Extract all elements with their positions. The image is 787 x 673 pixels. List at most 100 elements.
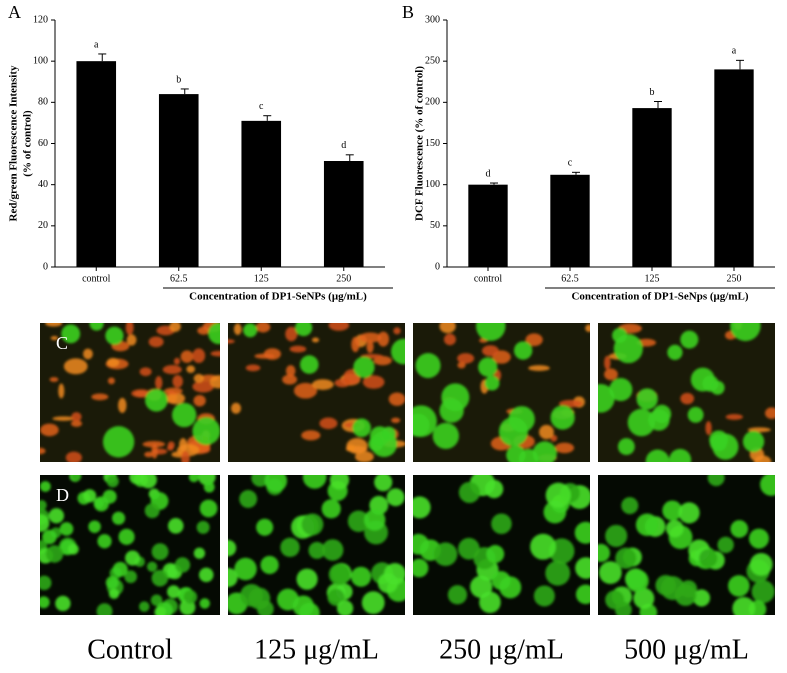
y-tick-label: 60 — [38, 138, 48, 149]
green-cell — [105, 576, 119, 590]
green-cell — [513, 341, 533, 360]
green-cell — [458, 481, 481, 504]
green-cell — [645, 449, 670, 462]
micrograph — [413, 475, 590, 615]
green-cell — [742, 430, 765, 453]
y-tick-label: 20 — [38, 220, 48, 231]
red-cell — [155, 376, 163, 390]
green-cell — [139, 601, 150, 612]
panel-label: B — [402, 2, 414, 22]
green-cell — [574, 521, 590, 544]
green-cell — [203, 481, 215, 493]
y-tick-label: 300 — [425, 14, 440, 25]
red-cell — [366, 340, 374, 354]
red-cell — [231, 402, 242, 414]
green-cell — [687, 406, 704, 423]
green-cell — [667, 344, 683, 360]
green-cell — [300, 355, 319, 374]
y-tick-label: 100 — [33, 55, 48, 66]
green-cell — [42, 529, 57, 545]
green-cell — [174, 557, 191, 573]
green-cell — [111, 511, 126, 525]
red-cell — [233, 323, 242, 335]
green-cell — [491, 513, 512, 535]
y-tick-label: 80 — [38, 97, 48, 108]
green-cell — [626, 569, 649, 593]
y-tick-label: 50 — [430, 220, 440, 231]
red-cell — [164, 387, 183, 395]
red-cell — [52, 416, 75, 421]
red-cell — [393, 327, 401, 335]
green-cell — [105, 326, 124, 345]
error-bar — [654, 101, 662, 109]
green-cell — [108, 588, 120, 599]
red-cell — [144, 451, 154, 458]
y-tick-label: 150 — [425, 138, 440, 149]
significance-letter: d — [486, 168, 491, 179]
x-axis-label: Concentration of DP1-SeNps (μg/mL) — [571, 291, 748, 303]
red-cell — [169, 323, 181, 332]
green-cell — [665, 519, 684, 538]
red-cell — [585, 324, 590, 333]
green-cell — [627, 408, 656, 437]
red-cell — [289, 345, 307, 353]
green-cell — [413, 558, 429, 578]
green-cell — [40, 500, 47, 511]
red-cell — [172, 374, 183, 388]
red-cell — [525, 333, 543, 347]
red-cell — [139, 367, 152, 377]
cells — [413, 323, 590, 462]
red-cell — [50, 335, 59, 341]
green-cell — [208, 323, 220, 345]
red-cell — [285, 365, 296, 377]
green-cell — [498, 416, 529, 447]
significance-letter: c — [568, 158, 573, 169]
green-cell — [749, 553, 773, 576]
significance-letter: a — [732, 46, 737, 57]
green-cell — [89, 323, 104, 331]
error-bar — [490, 182, 498, 185]
green-cell — [112, 561, 128, 577]
red-cell — [263, 348, 281, 360]
bar — [632, 108, 672, 267]
green-cell — [370, 430, 398, 458]
green-cell — [432, 422, 459, 449]
green-cell — [690, 367, 715, 392]
red-cell — [166, 445, 174, 451]
green-cell — [347, 510, 370, 533]
red-cell — [359, 332, 382, 343]
red-cell — [555, 442, 575, 454]
green-cell — [139, 475, 157, 489]
red-cell — [166, 392, 186, 405]
green-cell — [386, 488, 405, 507]
green-cell — [296, 568, 318, 590]
panel-label: C — [56, 333, 68, 353]
green-cell — [605, 524, 628, 547]
green-cell — [478, 357, 498, 377]
green-cell — [40, 481, 51, 492]
green-cell — [717, 536, 734, 554]
green-cell — [709, 434, 728, 452]
green-cell — [491, 571, 511, 591]
red-cell — [192, 380, 214, 393]
red-cell — [345, 446, 368, 453]
y-axis-label: DCF Fluorescence (% of control) — [414, 66, 426, 221]
green-cell — [674, 584, 697, 606]
red-cell — [373, 356, 392, 366]
green-cell — [575, 584, 590, 605]
x-tick-label: 250 — [336, 273, 351, 284]
micrograph: D — [40, 475, 220, 615]
green-cell — [124, 570, 138, 584]
green-cell — [106, 475, 119, 488]
red-cell — [439, 323, 456, 334]
red-cell — [285, 326, 298, 342]
green-cell — [391, 338, 405, 365]
green-cell — [352, 418, 371, 438]
green-cell — [256, 518, 274, 536]
green-cell — [167, 585, 181, 599]
green-cell — [413, 496, 431, 519]
red-cell — [245, 364, 261, 372]
red-cell — [539, 424, 554, 440]
significance-letter: c — [259, 101, 264, 112]
micrograph — [598, 475, 775, 615]
